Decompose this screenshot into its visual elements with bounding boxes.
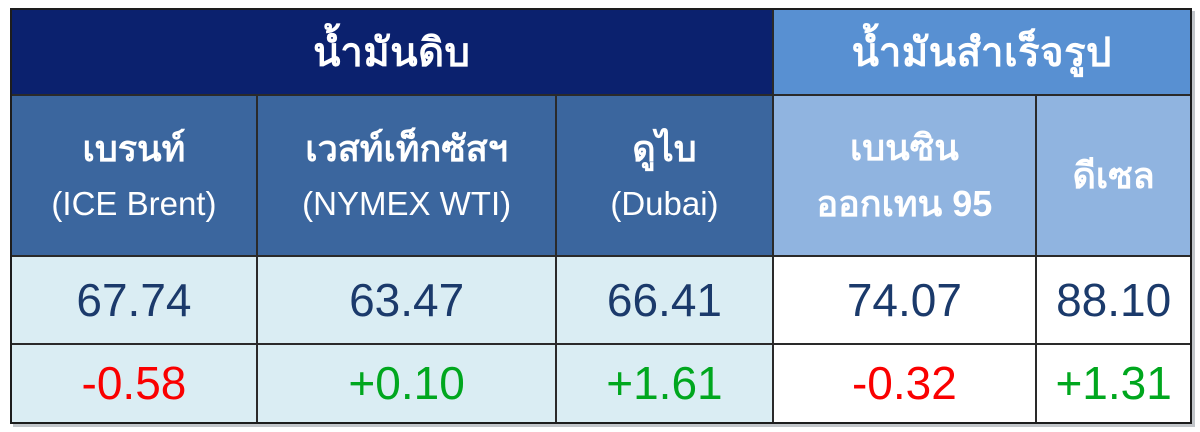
- group-header-refined-oil-label: น้ำมันสำเร็จรูป: [851, 31, 1112, 76]
- col-header-wti: เวสท์เท็กซัสฯ (NYMEX WTI): [257, 96, 556, 256]
- col-header-dubai-latin: (Dubai): [610, 185, 719, 223]
- price-cell-brent: 67.74: [12, 257, 256, 343]
- price-value-dubai: 66.41: [606, 273, 722, 326]
- col-header-gasoline-95-line1: เบนซิน: [850, 126, 959, 168]
- oil-price-table: น้ำมันดิบ น้ำมันสำเร็จรูป เบรนท์ (ICE Br…: [10, 8, 1192, 424]
- price-value-brent: 67.74: [76, 273, 192, 326]
- group-header-crude-oil: น้ำมันดิบ: [12, 10, 772, 95]
- price-value-gasoline-95: 74.07: [846, 273, 962, 326]
- col-header-dubai: ดูไบ (Dubai): [557, 96, 772, 256]
- group-header-refined-oil: น้ำมันสำเร็จรูป: [773, 10, 1190, 95]
- price-cell-wti: 63.47: [257, 257, 556, 343]
- price-cell-dubai: 66.41: [557, 257, 772, 343]
- change-value-dubai: +1.61: [606, 357, 723, 410]
- col-header-brent: เบรนท์ (ICE Brent): [12, 96, 256, 256]
- change-cell-dubai: +1.61: [557, 344, 772, 422]
- col-header-gasoline-95: เบนซิน ออกเทน 95: [773, 96, 1036, 256]
- price-value-wti: 63.47: [349, 273, 465, 326]
- price-cell-gasoline-95: 74.07: [773, 257, 1036, 343]
- price-cell-diesel: 88.10: [1037, 257, 1190, 343]
- col-header-brent-latin: (ICE Brent): [51, 185, 217, 223]
- change-cell-wti: +0.10: [257, 344, 556, 422]
- col-header-diesel-label: ดีเซล: [1072, 154, 1155, 196]
- col-header-diesel: ดีเซล: [1037, 96, 1190, 256]
- change-value-diesel: +1.31: [1055, 357, 1172, 410]
- col-header-dubai-thai: ดูไบ: [632, 128, 697, 170]
- group-header-crude-oil-label: น้ำมันดิบ: [313, 31, 471, 76]
- col-header-wti-latin: (NYMEX WTI): [302, 185, 512, 223]
- change-value-gasoline-95: -0.32: [851, 357, 957, 410]
- change-value-brent: -0.58: [81, 357, 187, 410]
- col-header-brent-thai: เบรนท์: [82, 128, 186, 170]
- col-header-gasoline-95-line2: ออกเทน 95: [816, 182, 993, 224]
- change-cell-diesel: +1.31: [1037, 344, 1190, 422]
- change-cell-gasoline-95: -0.32: [773, 344, 1036, 422]
- price-value-diesel: 88.10: [1056, 273, 1172, 326]
- change-cell-brent: -0.58: [12, 344, 256, 422]
- col-header-wti-thai: เวสท์เท็กซัสฯ: [305, 128, 508, 170]
- change-value-wti: +0.10: [348, 357, 465, 410]
